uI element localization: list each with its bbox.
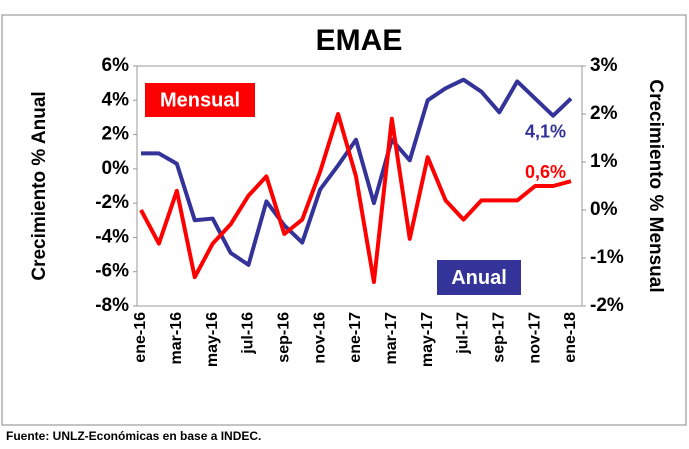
x-tick-label: sep-17 — [491, 312, 508, 363]
x-tick-label: sep-16 — [276, 312, 293, 363]
y2-tick-label: 1% — [590, 151, 618, 172]
y2-tick-label: 0% — [590, 199, 618, 220]
x-tick-label: jul-16 — [240, 312, 257, 355]
x-tick-label: nov-16 — [311, 312, 328, 364]
y-tick-label: -8% — [95, 295, 129, 316]
legend-label: Mensual — [160, 89, 240, 111]
y-tick-label: 2% — [102, 124, 130, 145]
x-tick-label: ene-17 — [347, 312, 364, 363]
chart-title: EMAE — [316, 24, 403, 57]
x-tick-label: ene-16 — [132, 312, 149, 363]
y2-tick-label: 2% — [590, 103, 618, 124]
y-axis-label: Crecimiento % Anual — [29, 91, 50, 280]
x-tick-label: nov-17 — [526, 312, 543, 364]
y-tick-label: -4% — [95, 226, 129, 247]
legend-box — [145, 83, 255, 117]
y2-axis-label: Crecimiento % Mensual — [645, 79, 666, 292]
x-tick-label: mar-16 — [168, 312, 185, 365]
x-tick-label: jul-17 — [455, 312, 472, 355]
x-tick-label: ene-18 — [562, 312, 579, 363]
source: Fuente: UNLZ-Económicas en base a INDEC. — [6, 429, 261, 443]
y2-tick-label: -2% — [590, 295, 624, 316]
series-line — [139, 112, 572, 284]
y-tick-label: 6% — [102, 55, 130, 76]
x-tick-label: mar-17 — [383, 312, 400, 365]
series-line — [141, 77, 573, 267]
data-label: 0,6% — [525, 162, 566, 182]
data-label: 4,1% — [525, 121, 566, 141]
x-tick-label: may-16 — [204, 312, 221, 367]
y-tick-label: 0% — [102, 158, 130, 179]
y2-tick-label: 3% — [590, 55, 618, 76]
y2-tick-label: -1% — [590, 247, 624, 268]
y-tick-label: -6% — [95, 261, 129, 282]
y-tick-label: 4% — [102, 89, 130, 110]
x-tick-label: may-17 — [419, 312, 436, 367]
legend-box — [437, 260, 521, 295]
y-tick-label: -2% — [95, 192, 129, 213]
legend-label: Anual — [451, 267, 507, 289]
